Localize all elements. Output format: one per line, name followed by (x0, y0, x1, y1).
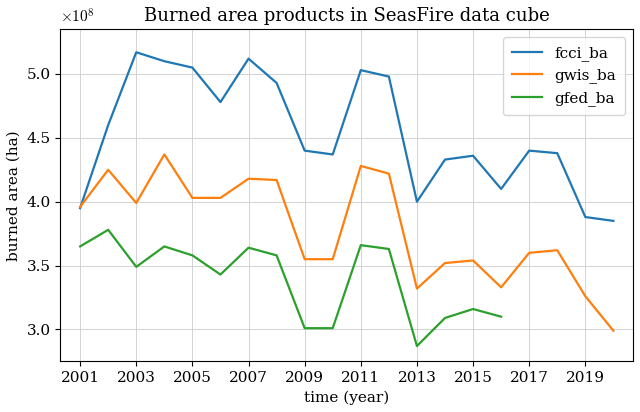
fcci_ba (357, 68, 365, 73)
Y-axis label: burned area (ha): burned area (ha) (7, 130, 21, 261)
fcci_ba (216, 100, 224, 105)
gfed_ba (497, 314, 505, 319)
fcci_ba (273, 80, 280, 85)
gwis_ba (329, 257, 337, 262)
gwis_ba (216, 195, 224, 200)
gwis_ba (76, 204, 84, 209)
gwis_ba (132, 201, 140, 206)
gfed_ba (216, 272, 224, 277)
Line: gfed_ba: gfed_ba (80, 230, 501, 346)
fcci_ba (385, 74, 393, 79)
gwis_ba (469, 258, 477, 263)
gwis_ba (161, 152, 168, 157)
gfed_ba (104, 227, 112, 232)
fcci_ba (301, 148, 308, 153)
gwis_ba (189, 195, 196, 200)
X-axis label: time (year): time (year) (304, 391, 389, 405)
gfed_ba (413, 344, 420, 349)
fcci_ba (132, 50, 140, 55)
gwis_ba (385, 171, 393, 176)
fcci_ba (469, 153, 477, 158)
gwis_ba (582, 294, 589, 299)
fcci_ba (497, 187, 505, 192)
fcci_ba (525, 148, 533, 153)
Line: gwis_ba: gwis_ba (80, 154, 613, 331)
gfed_ba (301, 326, 308, 331)
gwis_ba (301, 257, 308, 262)
gfed_ba (244, 245, 252, 250)
Title: Burned area products in SeasFire data cube: Burned area products in SeasFire data cu… (144, 7, 550, 25)
gfed_ba (385, 246, 393, 251)
fcci_ba (104, 123, 112, 128)
gwis_ba (554, 248, 561, 253)
fcci_ba (244, 56, 252, 61)
fcci_ba (609, 218, 617, 223)
gfed_ba (357, 243, 365, 248)
fcci_ba (413, 199, 420, 204)
Legend: fcci_ba, gwis_ba, gfed_ba: fcci_ba, gwis_ba, gfed_ba (502, 37, 625, 115)
fcci_ba (441, 157, 449, 162)
Line: fcci_ba: fcci_ba (80, 52, 613, 221)
gwis_ba (609, 328, 617, 333)
gfed_ba (76, 244, 84, 249)
gfed_ba (469, 307, 477, 311)
gfed_ba (329, 326, 337, 331)
fcci_ba (189, 65, 196, 70)
gwis_ba (441, 260, 449, 265)
gwis_ba (413, 286, 420, 291)
gfed_ba (189, 253, 196, 258)
fcci_ba (329, 152, 337, 157)
gwis_ba (244, 176, 252, 181)
gfed_ba (273, 253, 280, 258)
gwis_ba (357, 164, 365, 169)
fcci_ba (554, 151, 561, 156)
gwis_ba (525, 250, 533, 255)
fcci_ba (76, 206, 84, 211)
gwis_ba (497, 285, 505, 290)
fcci_ba (161, 59, 168, 64)
gfed_ba (132, 265, 140, 269)
Text: $\times10^8$: $\times10^8$ (60, 8, 95, 26)
gwis_ba (273, 178, 280, 183)
fcci_ba (582, 215, 589, 220)
gfed_ba (441, 316, 449, 321)
gwis_ba (104, 167, 112, 172)
gfed_ba (161, 244, 168, 249)
